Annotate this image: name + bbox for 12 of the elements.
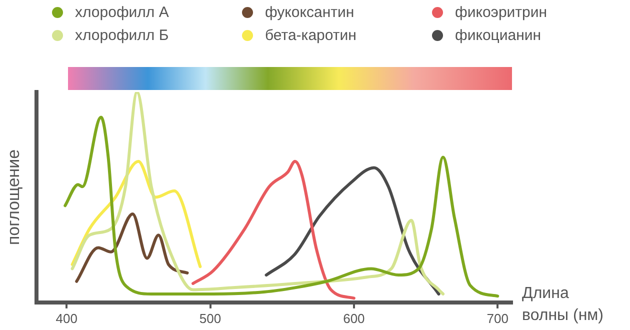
x-tick-label: 600 [343,310,365,326]
y-axis-title: поглощение [4,149,23,246]
x-tick-label: 400 [56,310,78,326]
x-tick-label: 700 [486,310,508,326]
legend-label: хлорофилл Б [74,27,170,44]
legend-label: фикоэритрин [454,4,548,21]
legend-label: бета-каротин [264,27,358,44]
legend-label: хлорофилл А [74,4,170,21]
x-tick-label: 500 [199,310,222,326]
legend-label: фукоксантин [264,4,356,21]
legend-label: фикоцианин [454,27,542,44]
x-axis-title: Длина волны (нм) [522,284,604,326]
